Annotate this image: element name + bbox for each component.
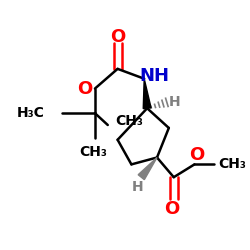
- Text: H₃C: H₃C: [17, 106, 45, 120]
- Text: H: H: [169, 95, 180, 109]
- Text: CH₃: CH₃: [79, 144, 107, 158]
- Polygon shape: [143, 79, 151, 109]
- Text: CH₃: CH₃: [218, 158, 246, 172]
- Text: O: O: [110, 28, 125, 46]
- Text: NH: NH: [139, 67, 169, 85]
- Polygon shape: [138, 158, 157, 180]
- Text: O: O: [189, 146, 204, 164]
- Text: O: O: [164, 200, 180, 218]
- Text: H: H: [132, 180, 143, 194]
- Text: CH₃: CH₃: [116, 114, 143, 128]
- Text: O: O: [78, 80, 93, 98]
